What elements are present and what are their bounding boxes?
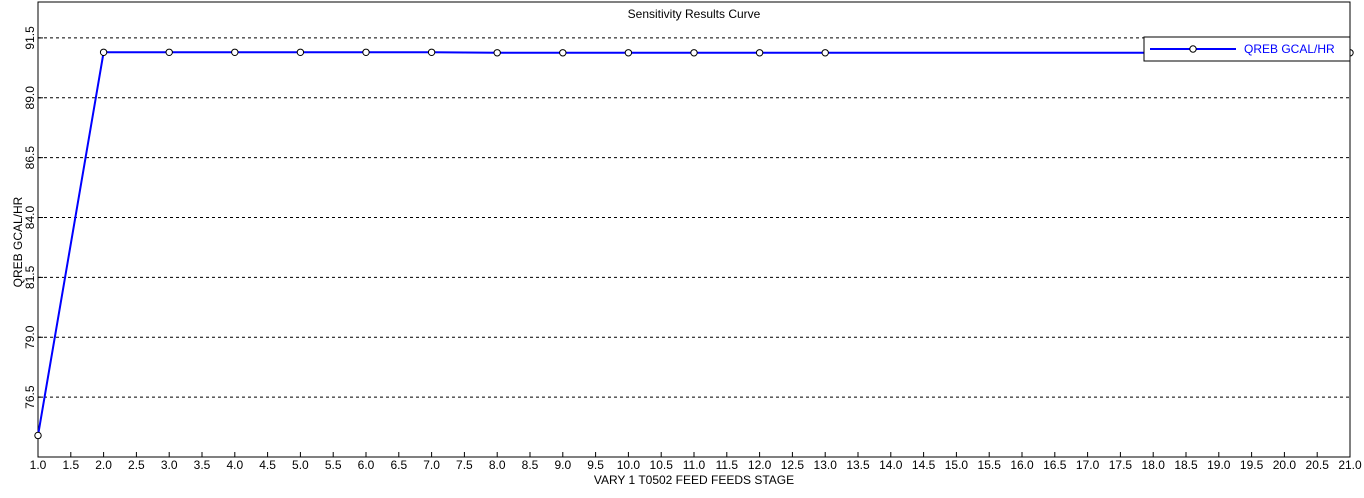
x-tick-label: 4.0 (226, 458, 243, 472)
legend-label: QREB GCAL/HR (1244, 42, 1335, 56)
y-tick-label: 84.0 (23, 206, 37, 230)
x-tick-label: 6.0 (358, 458, 375, 472)
y-tick-label: 91.5 (23, 26, 37, 50)
x-tick-label: 7.5 (456, 458, 473, 472)
x-tick-label: 10.0 (617, 458, 641, 472)
x-tick-label: 12.0 (748, 458, 772, 472)
x-tick-label: 20.5 (1306, 458, 1330, 472)
x-tick-label: 8.5 (522, 458, 539, 472)
x-tick-label: 21.0 (1338, 458, 1362, 472)
x-tick-label: 2.0 (95, 458, 112, 472)
x-tick-label: 5.5 (325, 458, 342, 472)
x-tick-label: 9.0 (554, 458, 571, 472)
x-tick-label: 2.5 (128, 458, 145, 472)
data-point (362, 48, 370, 56)
x-tick-label: 8.0 (489, 458, 506, 472)
x-tick-label: 17.0 (1076, 458, 1100, 472)
data-point (493, 49, 501, 57)
data-point (690, 49, 698, 57)
x-tick-label: 19.5 (1240, 458, 1264, 472)
y-tick-label: 81.5 (23, 265, 37, 289)
data-point (427, 48, 436, 56)
x-tick-label: 1.5 (62, 458, 79, 472)
x-tick-label: 1.0 (30, 458, 47, 472)
x-tick-label: 13.0 (814, 458, 838, 472)
x-tick-label: 15.5 (978, 458, 1002, 472)
y-tick-label: 89.0 (23, 86, 37, 110)
x-tick-label: 10.5 (650, 458, 674, 472)
x-tick-label: 12.5 (781, 458, 805, 472)
data-point (624, 49, 633, 57)
y-tick-label: 79.0 (23, 325, 37, 349)
data-point (296, 48, 305, 56)
data-point (34, 431, 42, 440)
x-tick-label: 6.5 (390, 458, 407, 472)
x-tick-label: 16.5 (1043, 458, 1067, 472)
y-axis-label: QREB GCAL/HR (11, 196, 25, 287)
data-point (165, 48, 173, 56)
x-tick-label: 7.0 (423, 458, 440, 472)
x-tick-label: 14.0 (879, 458, 903, 472)
x-tick-label: 13.5 (846, 458, 870, 472)
x-tick-label: 9.5 (587, 458, 604, 472)
x-axis-label: VARY 1 T0502 FEED FEEDS STAGE (594, 473, 794, 487)
x-tick-label: 16.0 (1010, 458, 1034, 472)
data-point (231, 48, 239, 56)
x-tick-label: 4.5 (259, 458, 276, 472)
plot-frame (37, 1, 1351, 458)
legend-marker (1189, 45, 1197, 53)
x-tick-label: 17.5 (1109, 458, 1133, 472)
x-tick-label: 5.0 (292, 458, 309, 472)
series-line (37, 51, 1350, 436)
x-tick-label: 19.0 (1207, 458, 1231, 472)
x-tick-label: 14.5 (912, 458, 936, 472)
x-tick-label: 15.0 (945, 458, 969, 472)
x-tick-label: 3.5 (194, 458, 211, 472)
y-tick-label: 86.5 (23, 146, 37, 170)
x-tick-label: 20.0 (1273, 458, 1297, 472)
data-point (821, 49, 829, 57)
y-tick-label: 76.5 (23, 385, 37, 409)
data-point (99, 48, 108, 56)
x-tick-label: 3.0 (161, 458, 178, 472)
x-tick-label: 18.5 (1174, 458, 1198, 472)
x-tick-label: 18.0 (1142, 458, 1166, 472)
x-tick-label: 11.5 (716, 458, 739, 472)
x-tick-label: 11.0 (683, 458, 706, 472)
data-point (755, 49, 764, 57)
chart-title: Sensitivity Results Curve (628, 7, 761, 21)
data-point (559, 49, 567, 57)
